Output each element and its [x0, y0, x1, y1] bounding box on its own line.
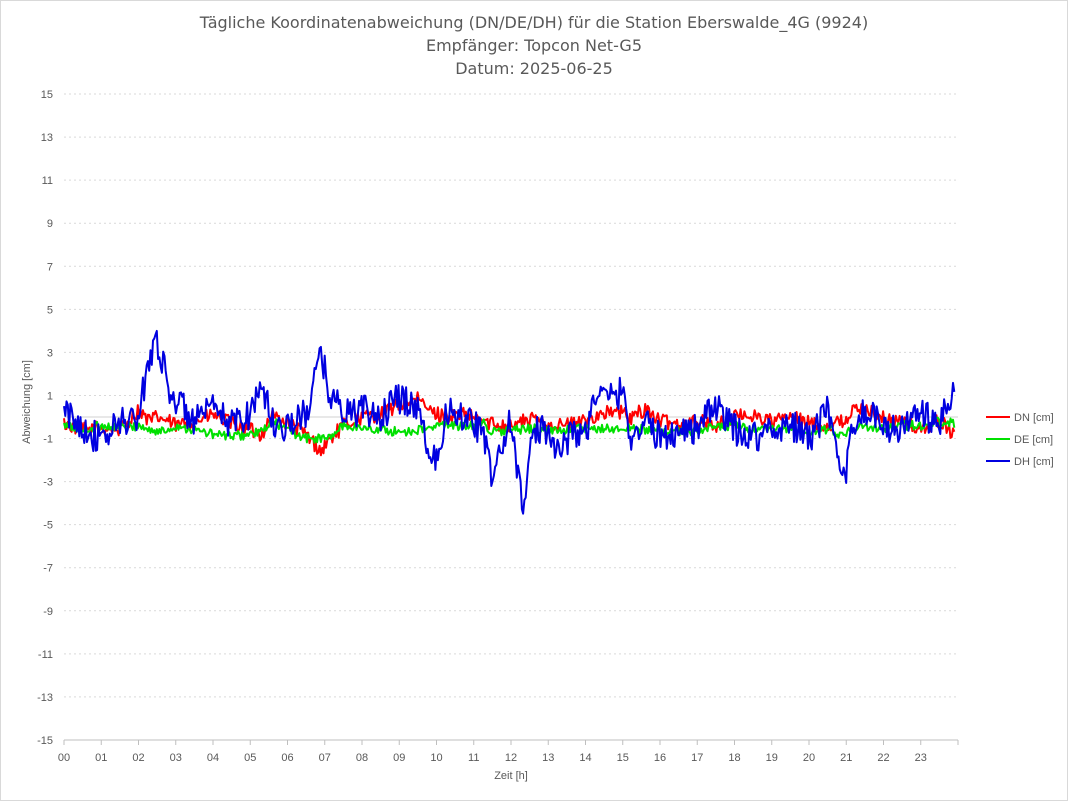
- chart-title: Tägliche Koordinatenabweichung (DN/DE/DH…: [199, 13, 869, 32]
- y-tick-label: 13: [41, 132, 53, 144]
- y-tick-label: 15: [41, 89, 53, 101]
- grid-lines: [64, 93, 958, 698]
- series-line-de: [63, 416, 956, 444]
- x-tick-label: 01: [95, 752, 107, 764]
- x-tick-label: 02: [132, 752, 144, 764]
- y-tick-label: -11: [38, 649, 53, 661]
- x-tick-label: 15: [617, 752, 629, 764]
- y-tick-label: 3: [47, 347, 53, 359]
- x-tick-label: 13: [542, 752, 554, 764]
- x-tick-label: 11: [468, 752, 479, 764]
- y-tick-label: -13: [37, 692, 53, 704]
- x-axis-label: Zeit [h]: [494, 770, 528, 782]
- x-tick-label: 03: [170, 752, 182, 764]
- chart-subtitle-receiver: Empfänger: Topcon Net-G5: [425, 36, 643, 55]
- y-tick-label: -15: [37, 735, 53, 747]
- legend: DN [cm] DE [cm] DH [cm]: [986, 412, 1054, 468]
- y-tick-label: -3: [43, 477, 53, 489]
- y-tick-label: -1: [43, 434, 53, 446]
- x-axis-ticks: 00 01 02 03 04 05 06 07 08 09 10 11 12 13 14 15 16 17 18 19…: [58, 740, 959, 764]
- series-line-dh: [63, 329, 956, 515]
- legend-label: DH [cm]: [1014, 456, 1054, 468]
- x-tick-label: 23: [915, 752, 927, 764]
- x-tick-label: 10: [430, 752, 442, 764]
- x-tick-label: 05: [244, 752, 256, 764]
- x-tick-label: 00: [58, 752, 70, 764]
- x-tick-label: 17: [691, 752, 703, 764]
- y-axis-label: Abweichung [cm]: [21, 360, 33, 444]
- x-tick-label: 18: [728, 752, 740, 764]
- x-tick-label: 21: [840, 752, 852, 764]
- y-axis-ticks: 15 13 11 9 7 5 3 1 -1 -3 -5 -7 -9 -11 -13 -15: [37, 89, 53, 747]
- x-tick-label: 16: [654, 752, 666, 764]
- y-tick-label: 1: [47, 390, 53, 402]
- y-tick-label: -5: [43, 520, 53, 532]
- y-tick-label: -9: [43, 606, 53, 618]
- y-tick-label: -7: [43, 563, 53, 575]
- y-tick-label: 7: [47, 261, 53, 273]
- y-tick-label: 11: [42, 175, 53, 187]
- legend-label: DE [cm]: [1014, 434, 1053, 446]
- x-tick-label: 07: [319, 752, 331, 764]
- x-tick-label: 20: [803, 752, 815, 764]
- x-tick-label: 22: [877, 752, 889, 764]
- x-tick-label: 19: [766, 752, 778, 764]
- y-tick-label: 5: [47, 304, 53, 316]
- y-tick-label: 9: [47, 218, 53, 230]
- x-tick-label: 09: [393, 752, 405, 764]
- x-tick-label: 14: [579, 752, 591, 764]
- chart-subtitle-date: Datum: 2025-06-25: [455, 59, 613, 78]
- x-tick-label: 08: [356, 752, 368, 764]
- x-tick-label: 06: [281, 752, 293, 764]
- series-lines: [63, 329, 956, 515]
- x-tick-label: 12: [505, 752, 517, 764]
- x-tick-label: 04: [207, 752, 219, 764]
- legend-label: DN [cm]: [1014, 412, 1054, 424]
